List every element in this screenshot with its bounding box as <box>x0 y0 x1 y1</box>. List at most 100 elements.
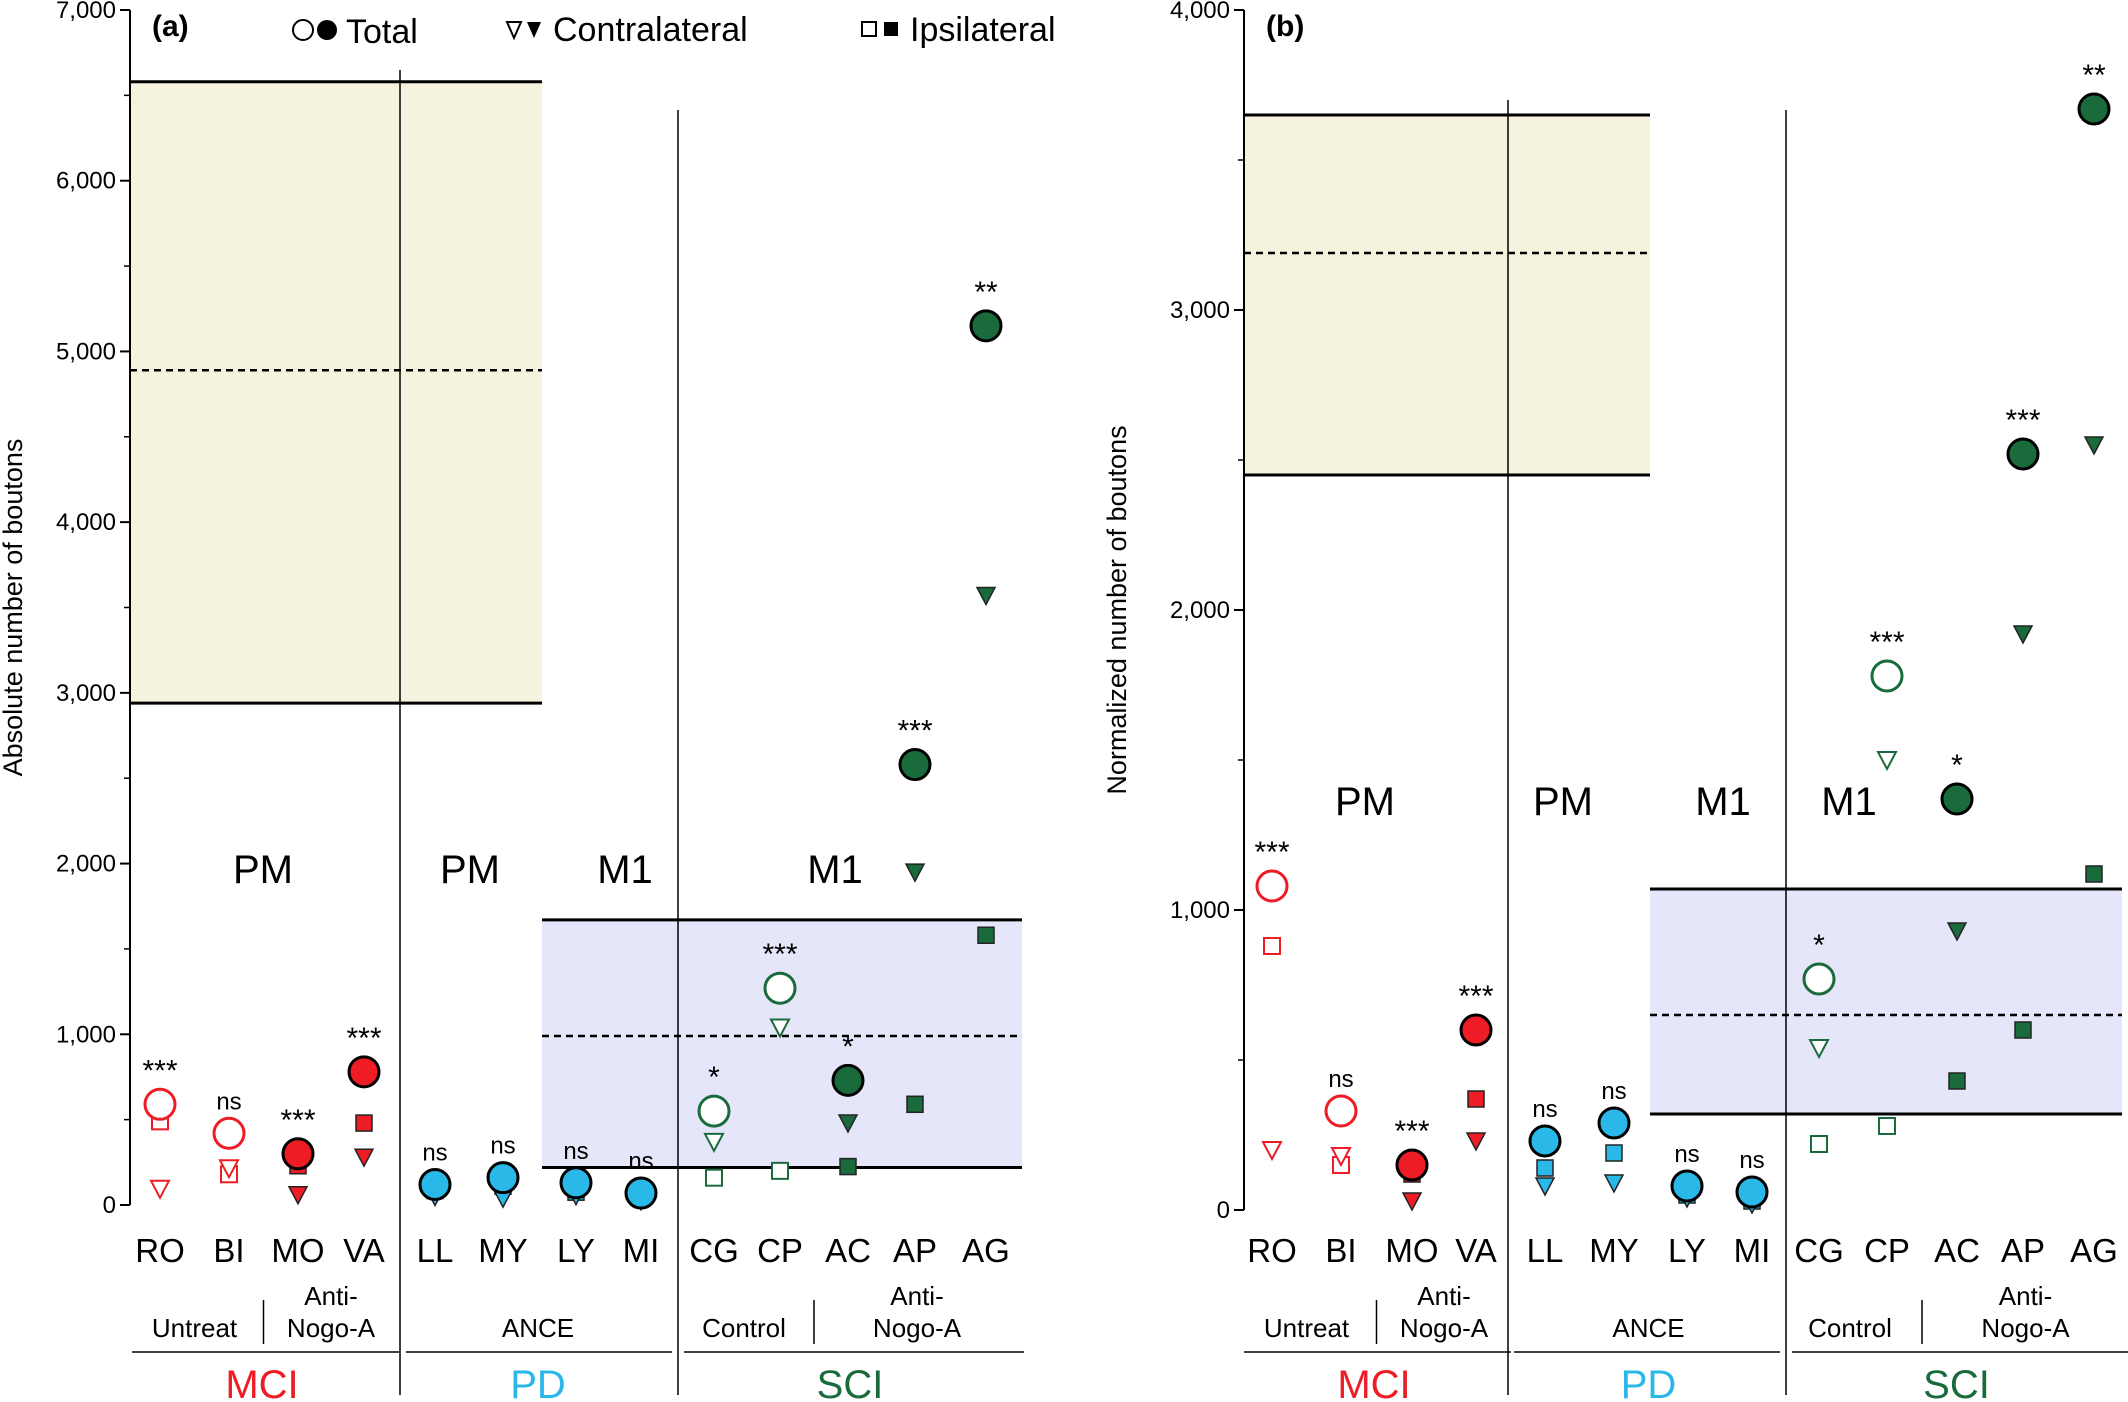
significance-label: * <box>708 1061 720 1094</box>
contralateral-point <box>975 586 997 607</box>
significance-label: ns <box>1739 1147 1764 1174</box>
reference-band-pm <box>1244 115 1650 475</box>
legend-contralateral-open-icon <box>505 21 523 41</box>
region-label: M1 <box>1695 780 1751 824</box>
subgroup-label: Nogo-A <box>1981 1313 2070 1343</box>
total-point <box>143 1087 177 1121</box>
total-point <box>1940 782 1974 816</box>
total-point <box>347 1055 381 1089</box>
total-point <box>1597 1106 1631 1140</box>
subgroup-label: Nogo-A <box>1400 1313 1489 1343</box>
y-tick-label: 3,000 <box>56 680 116 707</box>
total-point <box>697 1094 731 1128</box>
x-category-label: MO <box>271 1232 324 1269</box>
y-axis-label: Normalized number of boutons <box>1102 425 1132 794</box>
significance-label: ** <box>974 276 998 309</box>
total-point <box>624 1176 658 1210</box>
region-label: PM <box>440 848 500 892</box>
group-label-mci: MCI <box>1337 1363 1410 1402</box>
group-label-pd: PD <box>1621 1363 1677 1402</box>
significance-label: *** <box>1394 1115 1429 1148</box>
ipsilateral-point <box>1810 1135 1828 1153</box>
contralateral-point <box>218 1159 240 1180</box>
total-point <box>1459 1013 1493 1047</box>
significance-label: * <box>842 1030 854 1063</box>
x-category-label: AC <box>1934 1232 1980 1269</box>
legend-total-filled-icon <box>317 20 337 40</box>
significance-label: * <box>1813 929 1825 962</box>
ipsilateral-point <box>906 1095 924 1114</box>
y-axis-label: Absolute number of boutons <box>0 439 28 777</box>
x-category-label: MY <box>478 1232 528 1269</box>
x-category-label: RO <box>1247 1232 1297 1269</box>
x-category-label: LL <box>1527 1232 1564 1269</box>
ipsilateral-point <box>355 1114 373 1132</box>
y-tick-label: 1,000 <box>56 1021 116 1048</box>
significance-label: *** <box>2005 404 2040 437</box>
ipsilateral-point <box>1948 1072 1966 1090</box>
subgroup-label: Anti- <box>1999 1281 2052 1311</box>
significance-label: ** <box>2082 59 2106 92</box>
y-tick-label: 4,000 <box>56 509 116 536</box>
y-tick-label: 1,000 <box>1170 897 1230 924</box>
panel-label: (a) <box>152 10 189 43</box>
y-tick-label: 6,000 <box>56 168 116 195</box>
x-category-label: VA <box>1455 1232 1497 1269</box>
contralateral-point <box>1261 1141 1283 1162</box>
group-label-sci: SCI <box>817 1363 884 1402</box>
significance-label: ns <box>1532 1096 1557 1123</box>
significance-label: *** <box>280 1104 315 1137</box>
contralateral-point <box>904 863 926 883</box>
total-point <box>763 971 797 1005</box>
subgroup-label: Untreat <box>1264 1313 1350 1343</box>
reference-band-m1 <box>1650 889 2122 1114</box>
x-category-label: AG <box>962 1232 1010 1269</box>
significance-label: *** <box>762 938 797 971</box>
y-tick-label: 2,000 <box>1170 597 1230 624</box>
significance-label: ns <box>1601 1078 1626 1105</box>
ipsilateral-point <box>2014 1021 2032 1039</box>
subgroup-label: ANCE <box>1612 1313 1684 1343</box>
significance-label: ns <box>490 1133 515 1160</box>
significance-label: ns <box>216 1088 241 1115</box>
significance-label: *** <box>142 1054 177 1087</box>
significance-label: * <box>1951 749 1963 782</box>
subgroup-label: Nogo-A <box>873 1313 962 1343</box>
total-point <box>1528 1124 1562 1158</box>
significance-label: *** <box>1869 626 1904 659</box>
y-tick-label: 2,000 <box>56 851 116 878</box>
contralateral-point <box>1946 922 1968 942</box>
total-point <box>1870 659 1904 693</box>
x-category-label: CP <box>757 1232 803 1269</box>
total-point <box>418 1168 452 1202</box>
total-point <box>969 309 1003 343</box>
x-category-label: CP <box>1864 1232 1910 1269</box>
ipsilateral-point <box>1536 1159 1554 1177</box>
significance-label: ns <box>1328 1066 1353 1093</box>
legend-ipsilateral-open-icon <box>861 21 877 37</box>
total-point <box>1670 1169 1704 1203</box>
total-point <box>1802 962 1836 996</box>
legend-total-label: Total <box>346 13 418 51</box>
total-point <box>898 748 932 782</box>
significance-label: *** <box>1458 980 1493 1013</box>
panel-b: 0 1,000 2,000 3,000 4,000 Normalized number o… <box>1102 0 2128 1402</box>
region-label: M1 <box>1821 780 1877 824</box>
ipsilateral-point <box>977 926 995 945</box>
legend-ipsilateral-filled-icon <box>884 22 898 36</box>
total-point <box>1255 869 1289 903</box>
y-tick-label: 0 <box>1217 1197 1230 1224</box>
ipsilateral-point <box>1878 1117 1896 1135</box>
ipsilateral-point <box>771 1161 789 1180</box>
x-category-label: LY <box>557 1232 595 1269</box>
y-tick-label: 4,000 <box>1170 0 1230 24</box>
contralateral-point <box>703 1132 725 1153</box>
contralateral-point <box>149 1179 171 1200</box>
x-category-label: BI <box>1325 1232 1356 1269</box>
panel-a: 0 1,000 2,000 3,000 4,000 5,000 6,000 7,000 Abso… <box>0 0 1024 1402</box>
panel-label: (b) <box>1266 10 1304 43</box>
x-category-label: AP <box>2001 1232 2045 1269</box>
legend-ipsilateral-label: Ipsilateral <box>910 11 1056 49</box>
contralateral-point <box>2012 625 2034 645</box>
region-label: M1 <box>597 848 653 892</box>
